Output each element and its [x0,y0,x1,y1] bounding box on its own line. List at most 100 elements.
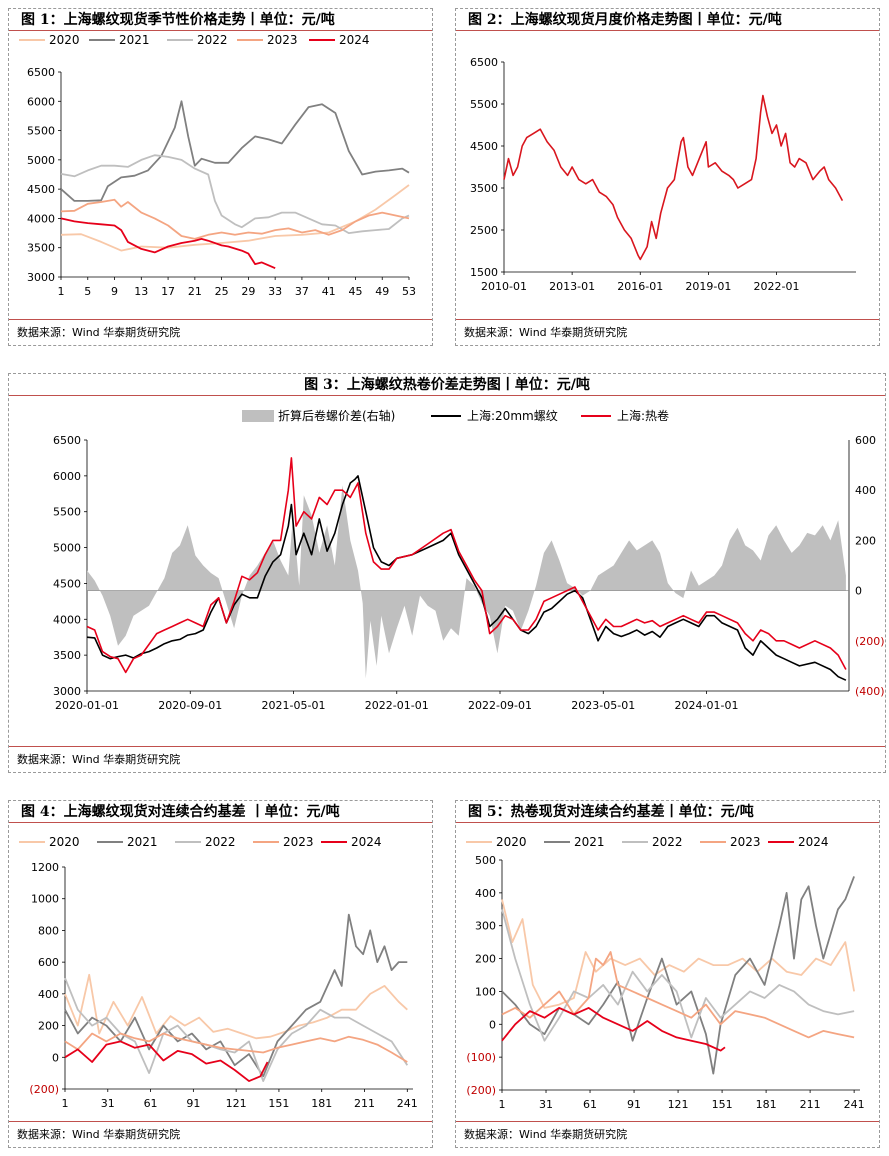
x-tick-label: 45 [348,285,362,298]
x-tick-label: 9 [111,285,118,298]
legend-label: 2020 [496,835,527,849]
series-line-2 [60,100,410,202]
series-line-3 [60,154,410,235]
series-line-2 [64,913,408,1078]
x-tick-label: 181 [311,1097,332,1110]
series-line-3 [64,977,409,1083]
x-tick-label: 53 [402,285,416,298]
x-tick-label: 91 [186,1097,200,1110]
chart-source-1: 数据来源：Wind 华泰期货研究院 [9,319,432,345]
y-tick-label: 1000 [31,893,59,906]
y-tick-label: 4000 [27,212,55,225]
x-tick-label: 5 [84,285,91,298]
y-tick-label: 6000 [53,470,81,483]
legend-swatch [242,410,274,422]
legend-label: 2024 [798,835,829,849]
series-line-1 [503,94,844,261]
y-tick-label: 3500 [27,242,55,255]
chart-title-1: 图 1：上海螺纹现货季节性价格走势丨单位：元/吨 [9,9,432,31]
series-line-1 [60,184,410,252]
y-tick-label: 0 [489,1018,496,1031]
y-tick-label: 3000 [27,271,55,284]
x-tick-label: 211 [354,1097,375,1110]
x-tick-label: 2024-01-01 [675,699,739,712]
chart-2-plot: 1500 2500 3500 4500 5500 6500 2010-01 2013-01 20… [470,56,856,293]
y-tick-label: 1500 [470,266,498,279]
x-tick-label: 37 [295,285,309,298]
y-tick-label: (200) [466,1084,496,1097]
y-right-tick-label: (200) [855,635,885,648]
chart-panel-2: 图 2：上海螺纹现货月度价格走势图丨单位：元/吨 1500 2500 3500 450… [455,8,880,346]
legend-label: 折算后卷螺价差(右轴) [278,408,395,423]
legend-label: 2024 [351,835,382,849]
y-tick-label: 5500 [53,506,81,519]
chart-title-2: 图 2：上海螺纹现货月度价格走势图丨单位：元/吨 [456,9,879,31]
series-line-4 [64,1032,408,1063]
legend-label: 2020 [49,835,80,849]
series-line-1 [501,899,855,1009]
x-tick-label: 151 [268,1097,289,1110]
x-tick-label: 91 [627,1098,641,1111]
y-tick-label: 5500 [470,98,498,111]
x-tick-label: 241 [397,1097,418,1110]
y-tick-label: 200 [38,1020,59,1033]
y-tick-label: (200) [29,1083,59,1096]
y-tick-label: 5500 [27,125,55,138]
legend-label: 2022 [205,835,236,849]
y-tick-label: 4500 [470,140,498,153]
y-tick-label: 4500 [53,577,81,590]
x-tick-label: 241 [844,1098,865,1111]
y-tick-label: 3500 [53,649,81,662]
chart-source-5: 数据来源：Wind 华泰期货研究院 [456,1121,879,1147]
legend-label: 2023 [730,835,761,849]
y-tick-label: 400 [475,887,496,900]
y-right-tick-label: 0 [855,585,862,598]
chart-5-plot: (200) (100) 0 100 200 300 400 500 1 31 61 91 121 151 1… [466,835,865,1111]
y-tick-label: 6500 [27,66,55,79]
series-line-4 [501,951,855,1039]
x-tick-label: 121 [226,1097,247,1110]
x-tick-label: 2023-05-01 [571,699,635,712]
chart-panel-4: 图 4：上海螺纹现货对连续合约基差 丨单位：元/吨 (200) 0 200 400 60… [8,800,433,1148]
chart-source-3: 数据来源：Wind 华泰期货研究院 [9,746,885,772]
y-tick-label: 5000 [53,542,81,555]
chart-panel-5: 图 5：热卷现货对连续合约基差丨单位：元/吨 (200) (100) 0 100 200… [455,800,880,1148]
y-tick-label: 400 [38,988,59,1001]
series-line-3 [501,909,855,1042]
legend-label: 2023 [267,33,298,47]
legend-label: 2021 [119,33,150,47]
series-line-5 [501,1006,726,1052]
x-tick-label: 31 [539,1098,553,1111]
y-tick-label: 0 [52,1051,59,1064]
x-tick-label: 61 [583,1098,597,1111]
y-tick-label: 6500 [53,434,81,447]
legend-label: 上海:20mm螺纹 [467,408,558,423]
series-line-1 [86,475,847,681]
x-tick-label: 13 [134,285,148,298]
y-tick-label: 6500 [470,56,498,69]
series-line-5 [64,1040,269,1083]
y-tick-label: 200 [475,953,496,966]
chart-title-3: 图 3：上海螺纹热卷价差走势图丨单位：元/吨 [9,374,885,396]
legend-label: 2023 [283,835,314,849]
chart-title-4: 图 4：上海螺纹现货对连续合约基差 丨单位：元/吨 [9,801,432,823]
x-tick-label: 2020-01-01 [55,699,119,712]
y-tick-label: 600 [38,956,59,969]
chart-source-2: 数据来源：Wind 华泰期货研究院 [456,319,879,345]
series-line-2 [86,457,847,674]
x-tick-label: 1 [499,1098,506,1111]
x-tick-label: 2019-01 [685,280,731,293]
y-right-tick-label: 200 [855,534,876,547]
x-tick-label: 1 [58,285,65,298]
series-line-4 [60,198,410,240]
legend-label: 2024 [339,33,370,47]
series-line-5 [60,217,276,270]
y-tick-label: 3500 [470,182,498,195]
x-tick-label: 25 [215,285,229,298]
x-tick-label: 49 [375,285,389,298]
x-tick-label: 151 [712,1098,733,1111]
y-tick-label: 4000 [53,613,81,626]
y-tick-label: 4500 [27,183,55,196]
chart-3-plot: 300035004000450050005500600065002020-01-… [53,408,885,712]
y-tick-label: (100) [466,1051,496,1064]
